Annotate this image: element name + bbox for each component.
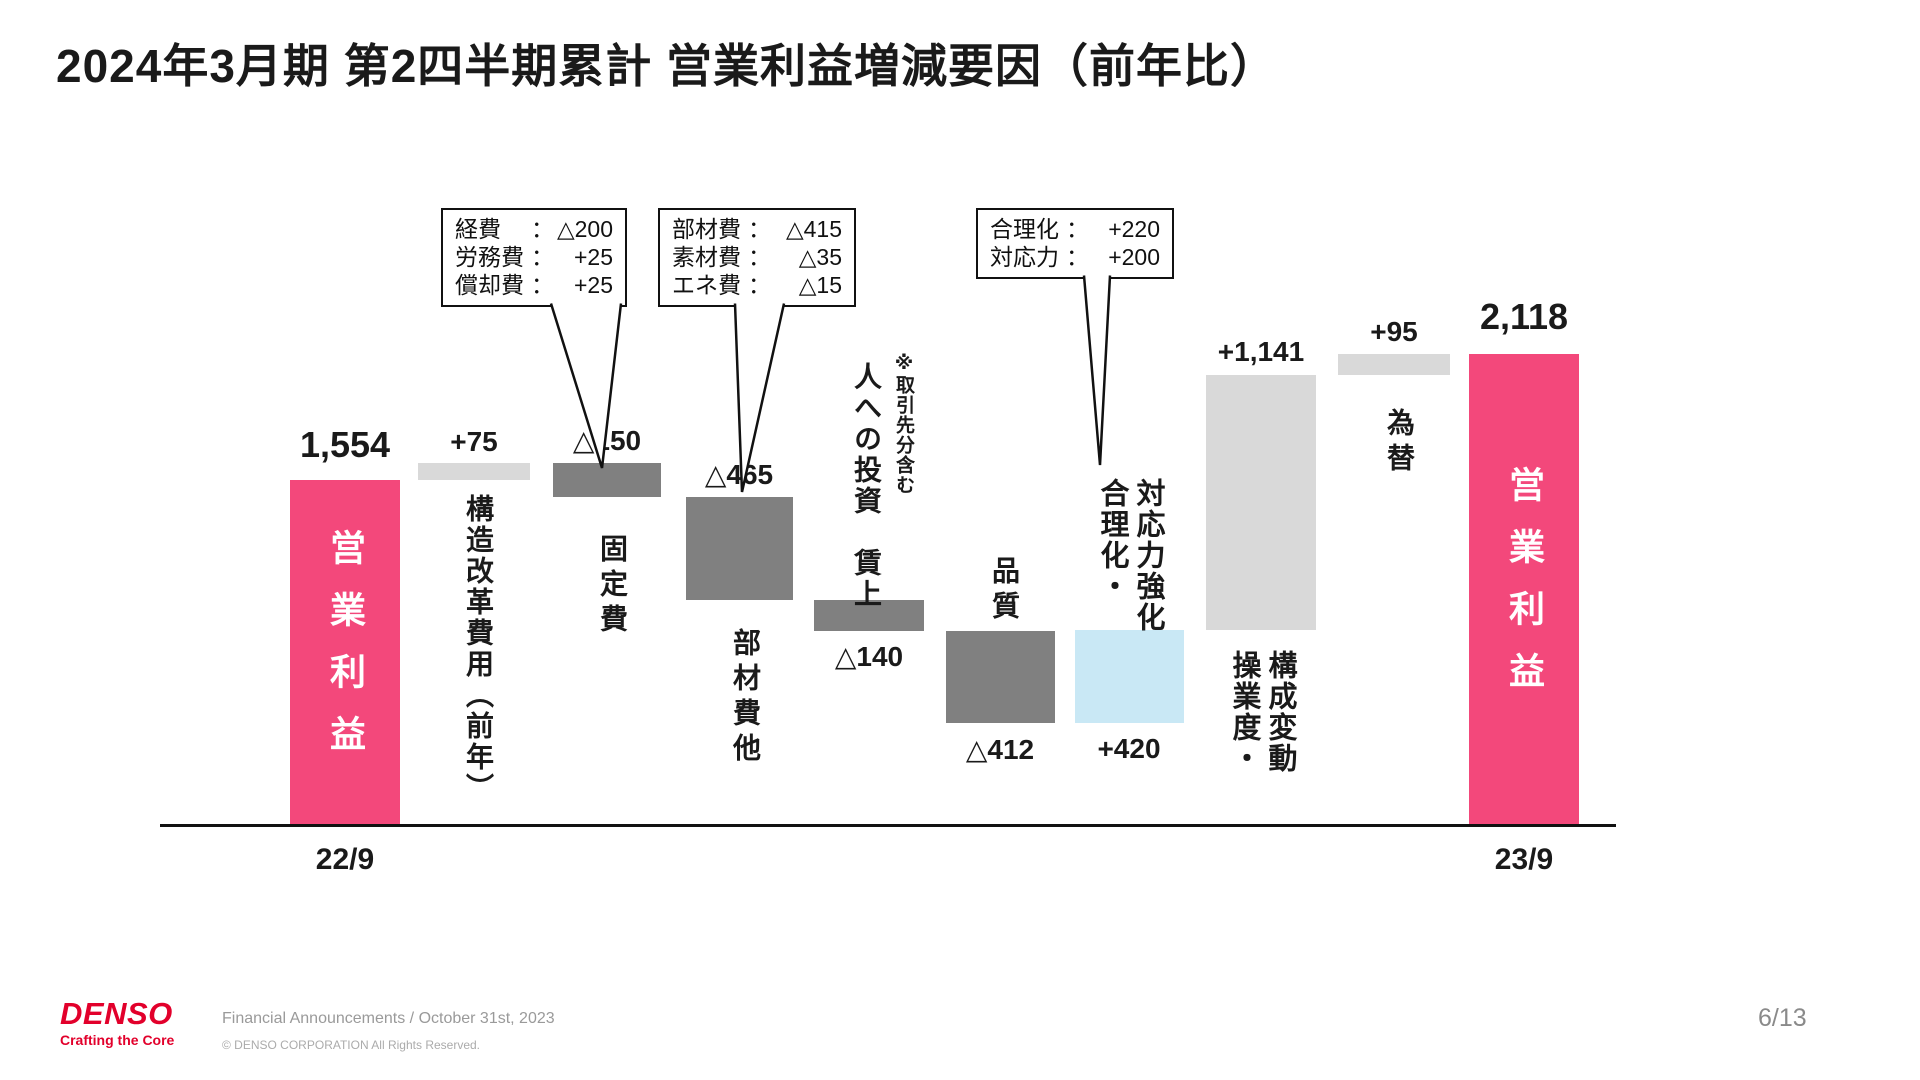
bar-forex [1338,354,1450,375]
footer-announcement: Financial Announcements / October 31st, … [222,1010,555,1027]
value-label-materials: △465 [704,459,774,490]
category-label-line: 構成変動 [1264,650,1296,774]
x-axis-label-start: 22/9 [315,843,375,876]
value-label-capacity-mix: +1,141 [1217,336,1305,367]
x-axis-label-end: 23/9 [1494,843,1554,876]
callout-colon: ： [531,216,554,242]
callout-row: 経費 ： △200 [455,215,613,243]
callout-colon: ： [531,272,554,298]
bar-operating-profit-start-label: 営業利益 [325,529,366,777]
value-label-start: 1,554 [299,424,391,465]
category-label-quality: 品質 [989,556,1020,626]
page-number: 6/13 [1758,1004,1807,1032]
callout-label: エネ費 [672,272,741,298]
callout-label: 労務費 [455,244,524,270]
callout-row: 償却費 ： +25 [455,271,613,299]
callout-value: +220 [1108,216,1160,242]
category-label-investment: 人への投資 賃上 [851,362,882,610]
category-label-materials: 部材費他 [730,628,761,768]
denso-logo-tagline: Crafting the Core [60,1032,175,1048]
footer-copyright: © DENSO CORPORATION All Rights Reserved. [222,1038,481,1052]
bar-quality [946,631,1055,723]
axis-line [160,824,1616,827]
callout-row: 素材費 ： △35 [672,243,842,271]
callout-row: 部材費 ： △415 [672,215,842,243]
callout-colon: ： [1066,244,1089,270]
category-note-investment: ※取引先分含む [893,352,914,495]
bar-fixed-costs [553,463,661,497]
bar-rationalization [1075,630,1184,723]
value-label-fixed-costs: △150 [572,425,642,456]
callout-colon: ： [748,244,771,270]
value-label-rationalization: +420 [1097,733,1161,764]
callout-label: 経費 [455,216,501,242]
callout-row: 合理化 ： +220 [990,215,1160,243]
callout-label: 償却費 [455,272,524,298]
bar-operating-profit-start: 営業利益 [290,480,400,826]
callout-label: 対応力 [990,244,1059,270]
value-label-investment: △140 [834,641,904,672]
callout-value: △415 [785,216,842,242]
callout-label: 部材費 [672,216,741,242]
callout-value: +200 [1108,244,1160,270]
bar-materials-costs [686,497,793,600]
callout-box-rationalization: 合理化 ： +220 対応力 ： +200 [976,208,1174,279]
callout-value: △200 [556,216,613,242]
callout-row: 労務費 ： +25 [455,243,613,271]
bar-investment-in-people [814,600,924,631]
callout-colon: ： [1066,216,1089,242]
category-label-restructuring: 構造改革費用（前年） [463,494,494,804]
callout-label: 合理化 [990,216,1059,242]
callout-box-materials: 部材費 ： △415 素材費 ： △35 エネ費 ： △15 [658,208,856,307]
callout-row: エネ費 ： △15 [672,271,842,299]
callout-tail-rationalization [1082,275,1112,466]
callout-value: +25 [573,244,613,270]
callout-label: 素材費 [672,244,741,270]
category-label-rationalization: 合理化・ 対応力強化 [1094,478,1166,633]
value-label-restructuring: +75 [450,426,498,457]
callout-value: △35 [798,244,842,270]
page-title: 2024年3月期 第2四半期累計 営業利益増減要因（前年比） [56,40,1278,92]
callout-colon: ： [748,272,771,298]
value-label-end: 2,118 [1479,296,1569,337]
category-label-line: 対応力強化 [1132,478,1164,633]
bar-operating-profit-end: 営業利益 [1469,354,1579,826]
category-label-fixed-costs: 固定費 [597,534,628,639]
callout-value: +25 [573,272,613,298]
value-label-quality: △412 [965,734,1035,765]
bar-capacity-mix [1206,375,1316,630]
value-label-forex: +95 [1370,316,1418,347]
callout-colon: ： [531,244,554,270]
callout-box-fixed-costs: 経費： △200 労務費： +25 償却費： +25 [441,208,627,307]
category-label-capacity-mix: 操業度・ 構成変動 [1226,650,1298,774]
callout-value: △15 [798,272,842,298]
category-label-line: 操業度・ [1228,650,1260,774]
category-label-line: 合理化・ [1096,478,1128,602]
callout-row: 対応力 ： +200 [990,243,1160,271]
bar-restructuring-expenses [418,463,530,480]
callout-colon: ： [748,216,771,242]
category-label-forex: 為替 [1384,408,1415,478]
denso-logo: DENSO [60,996,173,1031]
bar-operating-profit-end-label: 営業利益 [1504,466,1545,714]
